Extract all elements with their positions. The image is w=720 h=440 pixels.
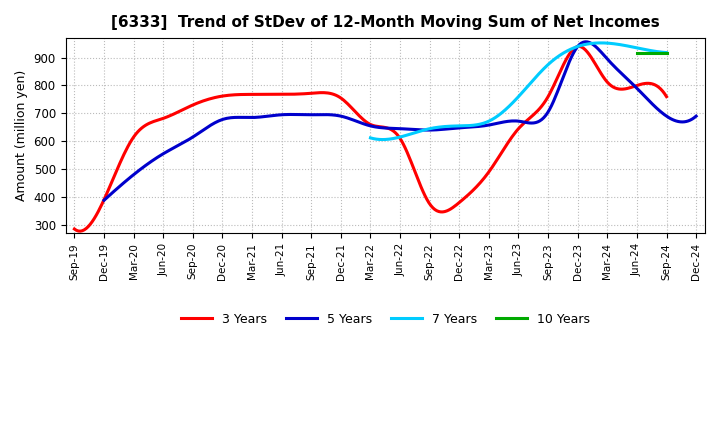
10 Years bbox=[662, 50, 671, 55]
Line: 5 Years: 5 Years bbox=[104, 42, 696, 200]
3 Years bbox=[70, 226, 78, 231]
3 Years bbox=[571, 45, 580, 50]
Line: 3 Years: 3 Years bbox=[74, 46, 667, 231]
3 Years bbox=[434, 209, 443, 214]
3 Years bbox=[611, 85, 619, 91]
Title: [6333]  Trend of StDev of 12-Month Moving Sum of Net Incomes: [6333] Trend of StDev of 12-Month Moving… bbox=[111, 15, 660, 30]
3 Years bbox=[575, 44, 584, 49]
10 Years bbox=[633, 50, 642, 55]
7 Years bbox=[549, 58, 557, 63]
5 Years bbox=[102, 196, 110, 201]
7 Years bbox=[378, 137, 387, 142]
3 Years bbox=[76, 228, 85, 234]
5 Years bbox=[450, 125, 459, 131]
5 Years bbox=[600, 54, 609, 59]
5 Years bbox=[452, 125, 461, 131]
7 Years bbox=[597, 40, 606, 46]
7 Years bbox=[618, 42, 626, 48]
7 Years bbox=[542, 63, 551, 69]
5 Years bbox=[692, 114, 701, 119]
5 Years bbox=[462, 125, 471, 130]
3 Years bbox=[425, 200, 433, 205]
3 Years bbox=[72, 227, 81, 233]
Y-axis label: Amount (million yen): Amount (million yen) bbox=[15, 70, 28, 201]
5 Years bbox=[639, 92, 647, 97]
7 Years bbox=[662, 50, 671, 55]
3 Years bbox=[423, 197, 431, 202]
7 Years bbox=[636, 46, 645, 51]
7 Years bbox=[544, 62, 552, 68]
7 Years bbox=[366, 135, 375, 140]
5 Years bbox=[99, 198, 108, 203]
5 Years bbox=[581, 39, 590, 44]
Line: 7 Years: 7 Years bbox=[371, 43, 667, 139]
3 Years bbox=[662, 94, 671, 99]
7 Years bbox=[367, 136, 376, 141]
Legend: 3 Years, 5 Years, 7 Years, 10 Years: 3 Years, 5 Years, 7 Years, 10 Years bbox=[176, 308, 595, 331]
